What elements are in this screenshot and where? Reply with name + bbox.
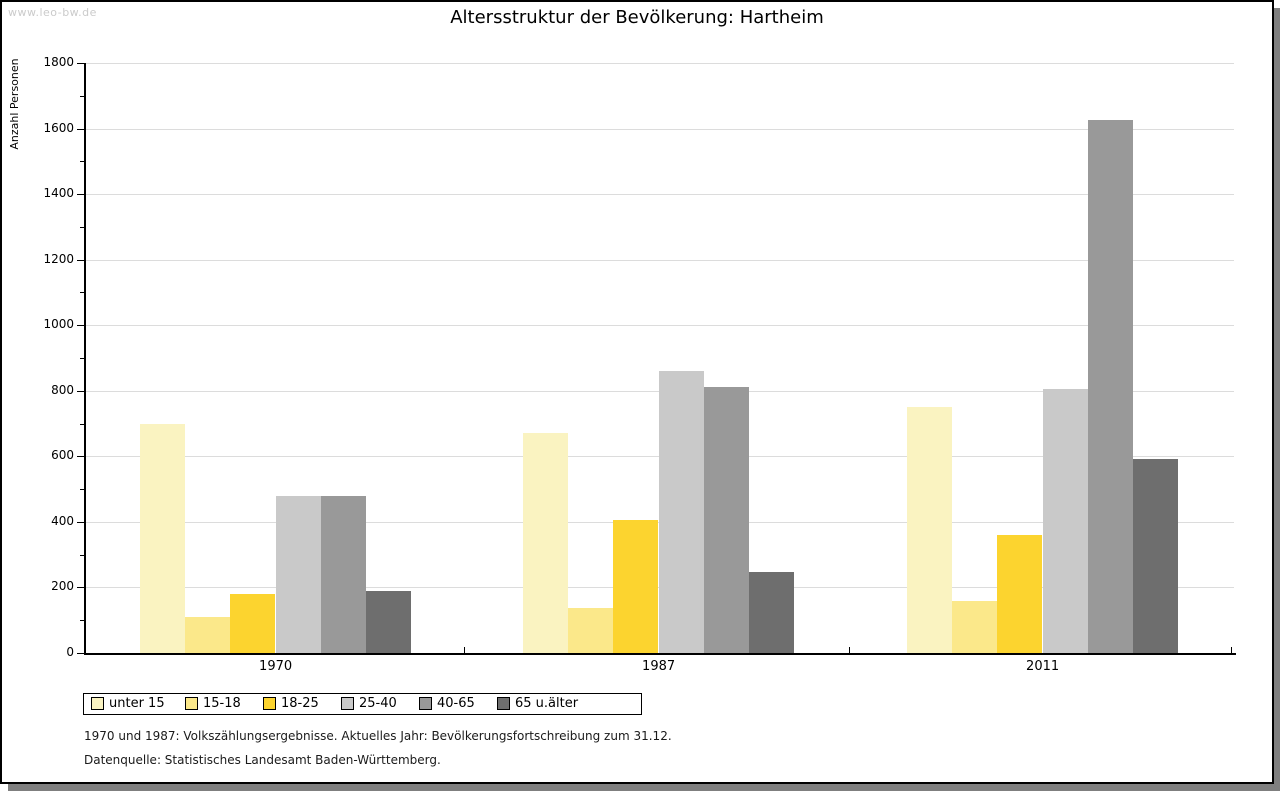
footnote-line-1: 1970 und 1987: Volkszählungsergebnisse. … xyxy=(84,729,672,743)
y-tick-major xyxy=(77,63,84,64)
y-tick-label: 1600 xyxy=(43,120,74,135)
bar-2011-unter-15 xyxy=(907,407,952,653)
y-tick-minor xyxy=(80,292,84,294)
legend-swatch-icon xyxy=(91,697,104,710)
y-tick-label: 1000 xyxy=(43,317,74,332)
gridline xyxy=(86,325,1234,327)
y-tick-minor xyxy=(80,554,84,556)
legend-swatch-icon xyxy=(341,697,354,710)
y-tick-label: 400 xyxy=(51,513,74,528)
y-axis-line xyxy=(84,63,86,655)
y-tick-minor xyxy=(80,423,84,425)
plot-area: 0 200 400 600 800 1000 1200 1400 1600 1800 1970 198… xyxy=(43,55,1236,674)
x-tick-label: 1987 xyxy=(642,659,676,674)
y-tick-label: 200 xyxy=(51,579,74,594)
y-tick-minor xyxy=(80,620,84,622)
gridline xyxy=(86,259,1234,261)
y-tick-major xyxy=(77,587,84,589)
legend-label: 15-18 xyxy=(203,696,241,711)
legend-label: 40-65 xyxy=(437,696,475,711)
y-tick-major xyxy=(77,521,84,523)
legend: unter 15 15-18 18-25 25-40 40-65 65 u.älter xyxy=(83,693,642,715)
x-tick-label: 1970 xyxy=(259,659,293,674)
bar-2011-25-40 xyxy=(1043,389,1088,653)
y-tick-major xyxy=(77,390,84,392)
bar-1970-65-u.älter xyxy=(366,591,411,653)
bar-2011-40-65 xyxy=(1088,120,1133,653)
y-tick-minor xyxy=(80,358,84,359)
bar-1987-40-65 xyxy=(704,387,749,653)
y-tick-minor xyxy=(80,161,84,163)
bar-2011-65-u.älter xyxy=(1133,459,1178,653)
x-tick xyxy=(1231,647,1232,653)
y-tick-major xyxy=(77,259,84,261)
x-tick-label: 2011 xyxy=(1026,659,1060,674)
page-title: Altersstruktur der Bevölkerung: Hartheim xyxy=(450,7,824,28)
bar-1970-18-25 xyxy=(230,594,275,653)
bar-1970-15-18 xyxy=(185,617,230,653)
y-tick-label: 1800 xyxy=(43,55,74,69)
bar-1987-15-18 xyxy=(568,608,613,653)
bar-1987-25-40 xyxy=(659,371,704,653)
y-axis-label: Anzahl Personen xyxy=(8,58,21,150)
legend-label: 25-40 xyxy=(359,696,397,711)
watermark: www.leo-bw.de xyxy=(8,6,97,19)
y-tick-major xyxy=(77,194,84,196)
legend-label: unter 15 xyxy=(109,696,165,711)
y-tick-major xyxy=(77,325,84,327)
y-tick-label: 1400 xyxy=(43,186,74,201)
y-tick-label: 600 xyxy=(51,448,74,463)
bar-2011-18-25 xyxy=(997,535,1042,653)
legend-swatch-icon xyxy=(263,697,276,710)
bar-2011-15-18 xyxy=(952,601,997,653)
x-tick xyxy=(849,647,850,653)
legend-swatch-icon xyxy=(185,697,198,710)
x-tick xyxy=(464,647,465,653)
y-tick-label: 0 xyxy=(66,645,74,659)
footnote-line-2: Datenquelle: Statistisches Landesamt Bad… xyxy=(84,753,441,767)
y-tick-minor xyxy=(80,226,84,228)
y-tick-major xyxy=(77,128,84,130)
legend-swatch-icon xyxy=(497,697,510,710)
gridline xyxy=(86,63,1234,64)
bar-1987-18-25 xyxy=(613,520,658,653)
y-tick-label: 800 xyxy=(51,382,74,397)
bar-1970-40-65 xyxy=(321,496,366,653)
y-tick-minor xyxy=(80,95,84,97)
legend-swatch-icon xyxy=(419,697,432,710)
x-axis-line xyxy=(84,653,1236,655)
bar-1970-25-40 xyxy=(276,496,321,653)
y-tick-label: 1200 xyxy=(43,251,74,266)
y-tick-minor xyxy=(80,489,84,491)
legend-label: 65 u.älter xyxy=(515,696,579,711)
bar-1987-65-u.älter xyxy=(749,572,794,653)
bar-1987-unter-15 xyxy=(523,433,568,653)
y-tick-major xyxy=(77,456,84,458)
gridline xyxy=(86,194,1234,196)
bar-1970-unter-15 xyxy=(140,424,185,653)
gridline xyxy=(86,128,1234,130)
y-tick-major xyxy=(77,653,84,654)
legend-label: 18-25 xyxy=(281,696,319,711)
